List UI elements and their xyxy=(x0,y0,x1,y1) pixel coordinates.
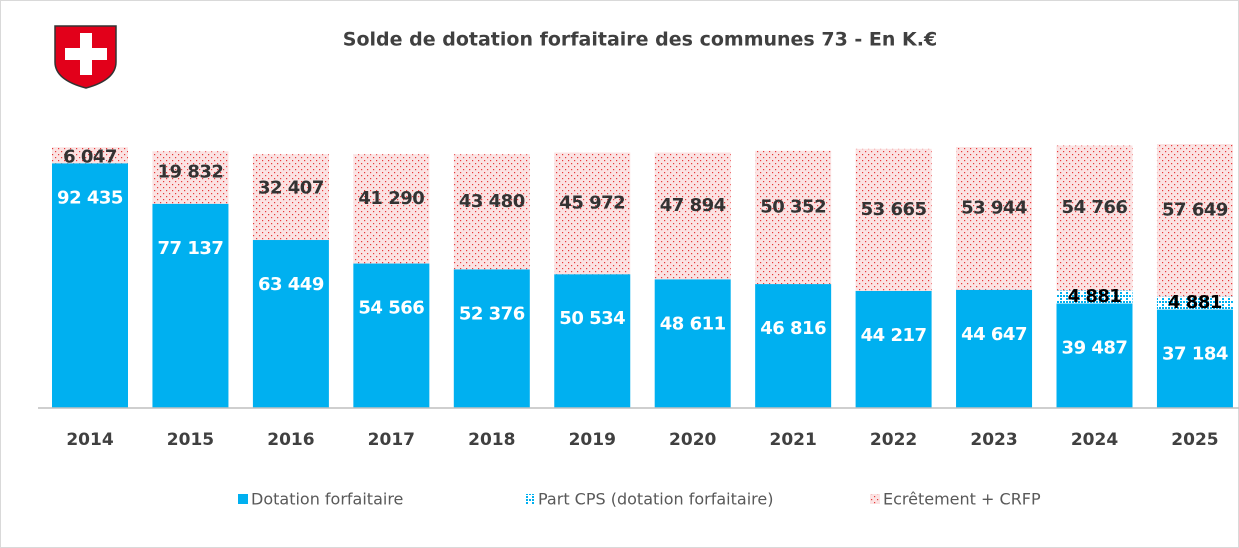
bar-segment xyxy=(1056,145,1133,291)
legend-swatch xyxy=(525,494,535,504)
bar-segment xyxy=(52,163,128,408)
x-tick-label: 2022 xyxy=(870,430,917,450)
data-label: 50 352 xyxy=(760,196,826,217)
data-label: 54 566 xyxy=(358,298,424,319)
x-tick-label: 2017 xyxy=(368,430,415,450)
data-label: 50 534 xyxy=(559,308,625,329)
bar-segment xyxy=(353,154,430,264)
bar-segment xyxy=(252,154,329,241)
data-label: 47 894 xyxy=(660,195,726,216)
legend-label: Ecrêtement + CRFP xyxy=(883,490,1041,509)
data-label: 48 611 xyxy=(660,313,726,334)
bar-segment xyxy=(956,289,1033,408)
bar-segment xyxy=(1156,144,1233,297)
data-label: 32 407 xyxy=(258,178,324,199)
x-tick-label: 2020 xyxy=(669,430,716,450)
x-tick-label: 2023 xyxy=(970,430,1017,450)
data-label: 44 647 xyxy=(961,324,1027,345)
bar-segment xyxy=(252,240,329,408)
legend-swatch xyxy=(870,494,880,504)
legend-swatch xyxy=(238,494,248,504)
bar-segment xyxy=(855,148,932,291)
data-label: 19 832 xyxy=(158,161,224,182)
x-tick-label: 2025 xyxy=(1171,430,1218,450)
data-label: 77 137 xyxy=(158,238,224,259)
legend-label: Dotation forfaitaire xyxy=(251,490,403,509)
bar-segment xyxy=(654,152,731,280)
bar-segment xyxy=(1156,309,1233,408)
bar-segment xyxy=(1056,303,1133,408)
x-tick-label: 2018 xyxy=(468,430,515,450)
data-label: 39 487 xyxy=(1062,337,1128,358)
bar-segment xyxy=(855,290,932,408)
bar-segment xyxy=(453,154,530,270)
logo xyxy=(54,25,117,89)
data-label: 53 944 xyxy=(961,197,1027,218)
data-label: 44 217 xyxy=(861,325,927,346)
bar-segment xyxy=(152,151,229,204)
data-label: 45 972 xyxy=(559,192,625,213)
bar-segment xyxy=(152,203,229,408)
data-label: 63 449 xyxy=(258,274,324,295)
data-label: 43 480 xyxy=(459,191,525,212)
data-label: 6 047 xyxy=(63,146,117,167)
data-label: 46 816 xyxy=(760,318,826,339)
data-label: 57 649 xyxy=(1162,199,1228,220)
bar-segment xyxy=(52,147,128,164)
data-label: 4 881 xyxy=(1168,292,1222,313)
x-tick-label: 2014 xyxy=(66,430,113,450)
chart-title: Solde de dotation forfaitaire des commun… xyxy=(343,29,937,51)
data-label: 53 665 xyxy=(861,199,927,220)
data-label: 54 766 xyxy=(1062,197,1128,218)
data-label: 4 881 xyxy=(1068,286,1122,307)
data-label: 92 435 xyxy=(57,187,123,208)
bar-segment xyxy=(353,263,430,408)
x-tick-label: 2019 xyxy=(569,430,616,450)
legend-label: Part CPS (dotation forfaitaire) xyxy=(538,490,773,509)
bar-segment xyxy=(654,279,731,408)
bar-segment xyxy=(453,269,530,408)
bar-segment xyxy=(755,284,832,408)
bar-segment xyxy=(554,274,631,408)
x-tick-label: 2024 xyxy=(1071,430,1118,450)
x-tick-label: 2016 xyxy=(267,430,314,450)
x-tick-label: 2015 xyxy=(167,430,214,450)
bar-segment xyxy=(956,146,1033,290)
bar-segment xyxy=(1156,296,1233,310)
bar-segment xyxy=(554,152,631,275)
x-tick-label: 2021 xyxy=(769,430,816,450)
data-label: 37 184 xyxy=(1162,344,1228,365)
data-label: 41 290 xyxy=(358,188,424,209)
bar-segment xyxy=(1056,290,1133,304)
bar-segment xyxy=(755,150,832,285)
data-label: 52 376 xyxy=(459,303,525,324)
